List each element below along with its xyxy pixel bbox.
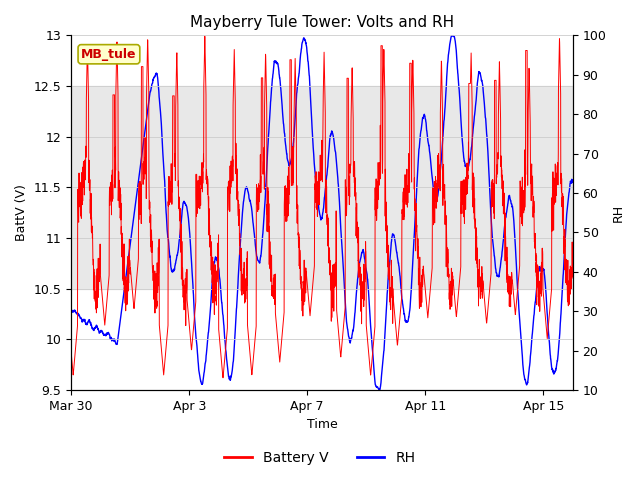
Text: MB_tule: MB_tule — [81, 48, 137, 61]
Title: Mayberry Tule Tower: Volts and RH: Mayberry Tule Tower: Volts and RH — [190, 15, 454, 30]
Y-axis label: BattV (V): BattV (V) — [15, 184, 28, 241]
Y-axis label: RH: RH — [612, 204, 625, 222]
X-axis label: Time: Time — [307, 419, 337, 432]
Bar — [71, 86, 573, 289]
Legend: Battery V, RH: Battery V, RH — [219, 445, 421, 471]
